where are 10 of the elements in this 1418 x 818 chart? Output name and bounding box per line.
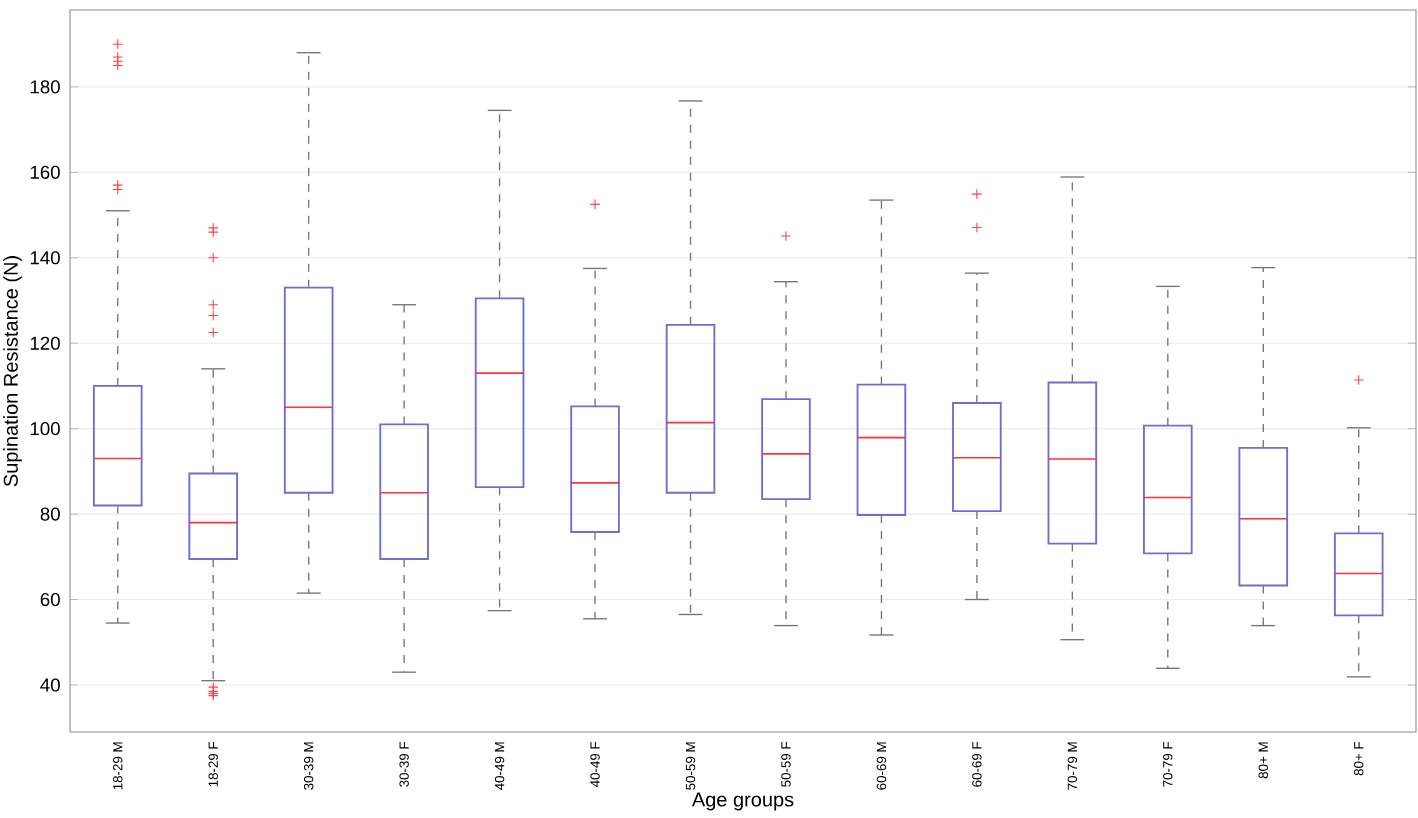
y-tick-label: 40	[40, 678, 60, 692]
y-tick-label: 140	[30, 251, 60, 265]
y-tick-label: 60	[40, 592, 60, 607]
x-axis-title: Age groups	[691, 792, 794, 811]
y-tick-label: 120	[30, 336, 60, 350]
y-tick-label: 180	[30, 80, 60, 94]
y-axis-title: Supination Resistance (N)	[3, 256, 22, 487]
y-tick-label: 80	[40, 507, 60, 521]
y-tick-label: 100	[30, 422, 60, 436]
y-tick-label: 160	[30, 165, 60, 179]
